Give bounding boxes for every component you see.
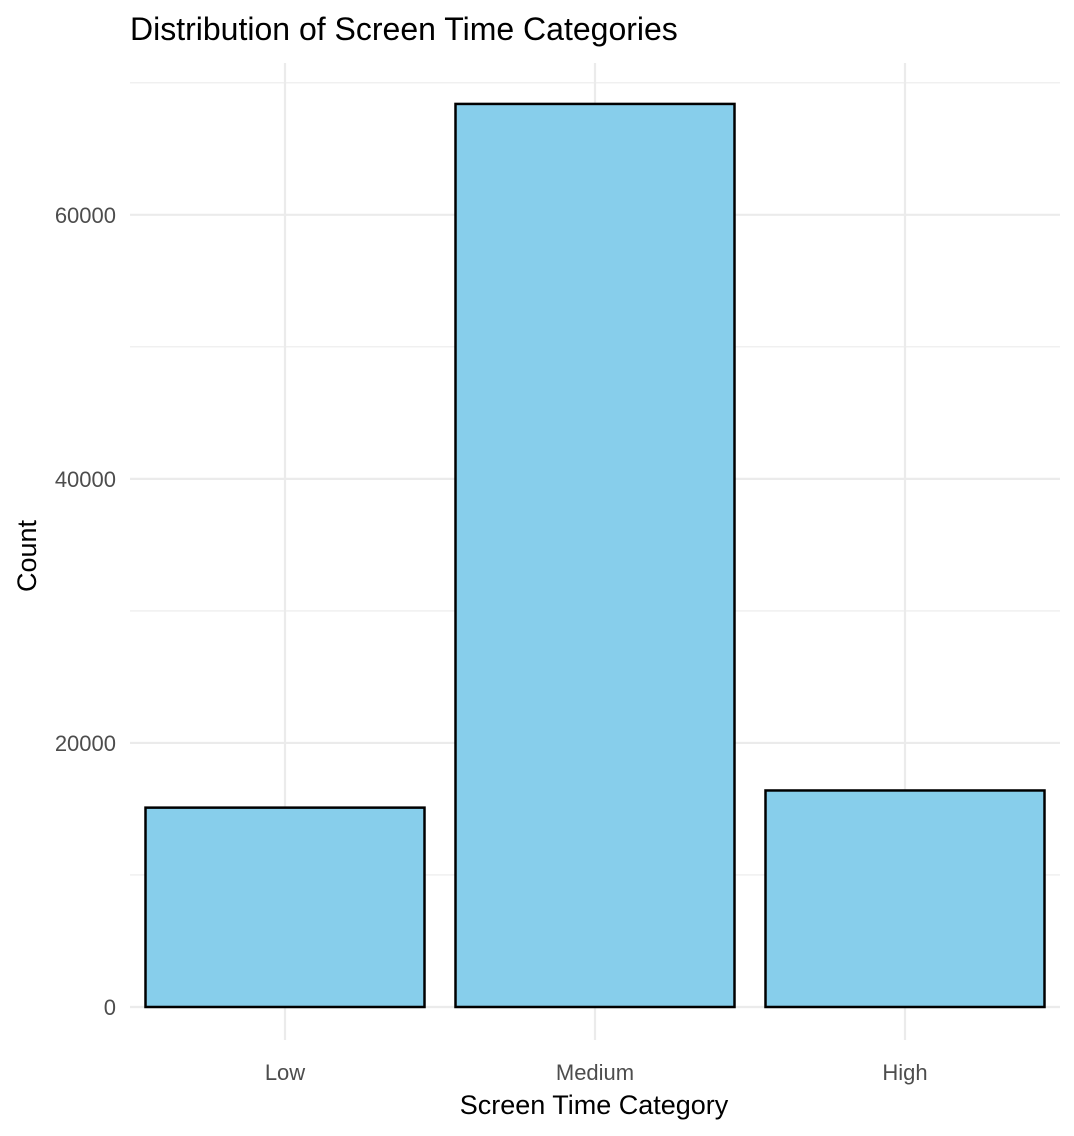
x-axis-tick-labels: Low Medium High: [265, 1060, 928, 1085]
bar-low: [144, 806, 426, 1009]
y-tick-label: 0: [104, 995, 116, 1020]
y-axis-title: Count: [12, 519, 42, 592]
x-tick-label: High: [882, 1060, 927, 1085]
y-tick-label: 20000: [55, 731, 116, 756]
y-tick-label: 60000: [55, 203, 116, 228]
chart-title: Distribution of Screen Time Categories: [130, 11, 678, 47]
y-tick-label: 40000: [55, 467, 116, 492]
bar-medium: [454, 102, 736, 1009]
bars: [144, 102, 1046, 1009]
bar-high: [764, 789, 1046, 1009]
x-tick-label: Low: [265, 1060, 305, 1085]
x-axis-title: Screen Time Category: [460, 1090, 729, 1120]
y-axis-tick-labels: 0 20000 40000 60000: [55, 203, 116, 1020]
x-tick-label: Medium: [556, 1060, 634, 1085]
